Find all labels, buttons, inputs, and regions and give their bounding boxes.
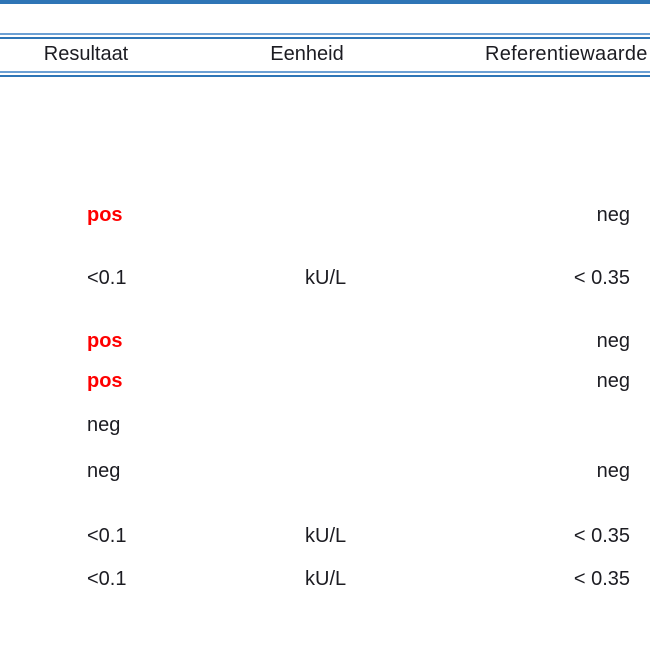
result-value: <0.1 (87, 568, 127, 590)
header-bottom-rule (0, 71, 650, 77)
unit-value: kU/L (305, 568, 347, 590)
reference-value: < 0.35 (573, 525, 630, 547)
column-header-resultaat: Resultaat (43, 43, 129, 65)
result-value: <0.1 (87, 525, 127, 547)
result-row: <0.1 kU/L < 0.35 (0, 567, 650, 591)
result-row: <0.1 kU/L < 0.35 (0, 266, 650, 290)
result-row: pos neg (0, 369, 650, 393)
result-value: pos (87, 330, 123, 352)
result-row: <0.1 kU/L < 0.35 (0, 524, 650, 548)
reference-value: < 0.35 (573, 568, 630, 590)
result-row: neg (0, 413, 650, 437)
result-value: pos (87, 204, 123, 226)
result-value: <0.1 (87, 267, 127, 289)
reference-value: neg (596, 460, 630, 482)
reference-value: neg (596, 370, 630, 392)
reference-value: neg (596, 330, 630, 352)
column-header-eenheid: Eenheid (270, 43, 344, 65)
reference-value: < 0.35 (573, 267, 630, 289)
result-row: neg neg (0, 459, 650, 483)
column-header-referentiewaarde: Referentiewaarde (485, 43, 648, 65)
result-row: pos neg (0, 329, 650, 353)
unit-value: kU/L (305, 525, 347, 547)
result-row: pos neg (0, 203, 650, 227)
unit-value: kU/L (305, 267, 347, 289)
result-value: neg (87, 460, 121, 482)
header-top-rule (0, 33, 650, 39)
next-section-top-rule (0, 0, 650, 4)
result-value: pos (87, 370, 123, 392)
result-value: neg (87, 414, 121, 436)
reference-value: neg (596, 204, 630, 226)
